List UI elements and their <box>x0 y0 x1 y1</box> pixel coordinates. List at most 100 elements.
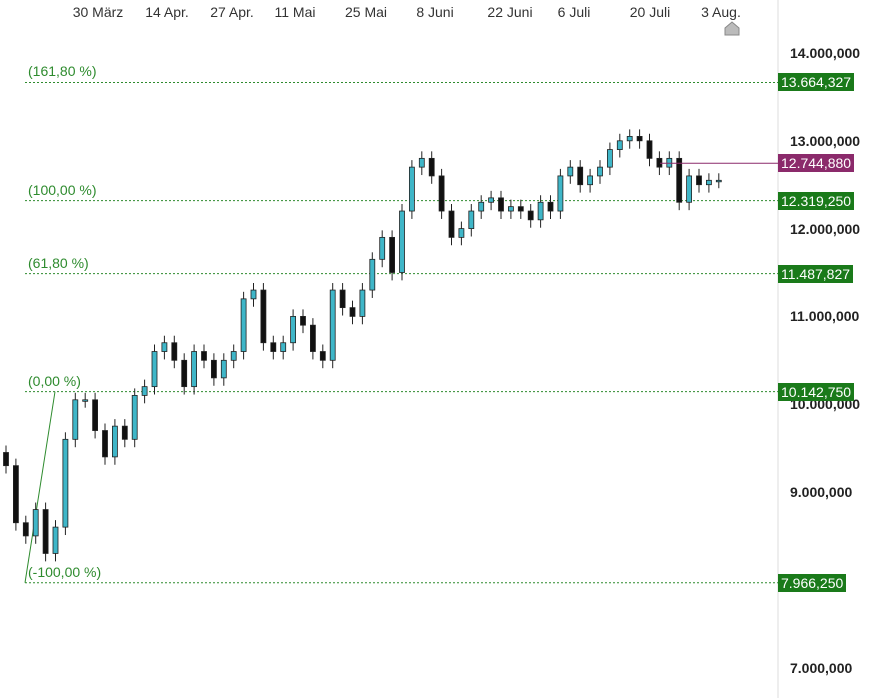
scroll-up-icon[interactable] <box>724 21 740 36</box>
candle-up <box>458 228 465 238</box>
fibonacci-lines <box>25 81 778 584</box>
candle-up <box>359 289 366 317</box>
candle-down <box>438 175 445 212</box>
candle-up <box>468 210 475 229</box>
x-tick-label: 14 Apr. <box>145 4 189 20</box>
candle-down <box>547 201 554 212</box>
candle-down <box>309 324 316 352</box>
fibonacci-trend-line <box>24 391 56 583</box>
candle-up <box>141 386 148 396</box>
candle-down <box>3 452 9 467</box>
candle-up <box>161 342 168 352</box>
fib-level-label: (-100,00 %) <box>28 563 102 580</box>
candle-up <box>220 359 227 379</box>
candle-up <box>250 289 257 300</box>
candle-up <box>537 201 544 221</box>
candle-down <box>696 175 702 186</box>
candle-down <box>517 206 524 212</box>
x-tick-label: 22 Juni <box>487 4 533 20</box>
fib-level-value-tag: 10.142,750 <box>778 382 855 401</box>
candle-up <box>408 166 415 212</box>
candle-down <box>676 157 683 203</box>
y-tick-label: 11.000,000 <box>790 308 860 325</box>
candle-down <box>339 289 346 309</box>
candle-up <box>240 298 247 352</box>
candle-up <box>112 425 118 458</box>
fib-anchor-line <box>24 391 56 583</box>
candle-up <box>379 236 386 260</box>
candle-down <box>319 351 326 361</box>
candle-down <box>121 425 128 440</box>
fib-level-label: (161,80 %) <box>28 63 97 80</box>
candle-down <box>201 351 207 361</box>
candle-up <box>587 175 593 186</box>
candle-up <box>616 140 623 150</box>
candle-up <box>52 526 59 554</box>
candle-up <box>478 201 485 212</box>
fib-level-value-tag: 7.966,250 <box>778 573 847 592</box>
candle-up <box>62 438 69 528</box>
candle-up <box>626 136 633 142</box>
candle-up <box>399 210 405 273</box>
candles <box>3 129 722 562</box>
candle-down <box>270 342 277 352</box>
candle-down <box>428 157 435 177</box>
candle-down <box>260 289 267 344</box>
candle-down <box>92 399 98 431</box>
fib-level-value-tag: 12.319,250 <box>778 191 855 210</box>
candle-down <box>171 342 178 361</box>
candle-up <box>32 509 39 537</box>
x-tick-label: 27 Apr. <box>210 4 254 20</box>
candle-up <box>488 197 495 203</box>
candle-down <box>527 210 534 221</box>
fib-level-value-tag: 13.664,327 <box>778 73 855 92</box>
candle-up <box>607 149 613 168</box>
candle-up <box>686 175 692 203</box>
candle-down <box>42 509 49 554</box>
x-tick-label: 25 Mai <box>344 4 388 20</box>
candle-up <box>230 351 237 361</box>
candle-down <box>448 210 455 238</box>
x-tick-label: 3 Aug. <box>701 4 741 20</box>
x-tick-label: 20 Juli <box>629 4 671 20</box>
fib-level-label: (61,80 %) <box>28 254 89 271</box>
candle-up <box>597 166 603 177</box>
candle-down <box>389 236 396 273</box>
candle-down <box>181 359 188 388</box>
y-tick-label: 7.000,000 <box>790 659 853 676</box>
candle-down <box>636 136 643 142</box>
candle-down <box>210 359 217 379</box>
x-tick-label: 6 Juli <box>557 4 591 20</box>
candle-up <box>191 351 198 388</box>
candle-up <box>72 399 79 440</box>
candle-down <box>577 166 584 186</box>
x-tick-label: 11 Mai <box>274 4 316 20</box>
candle-up <box>151 351 158 388</box>
candle-up <box>131 395 138 440</box>
candle-down <box>349 307 356 317</box>
x-tick-label: 30 März <box>72 4 124 20</box>
candle-down <box>646 140 653 159</box>
candle-down <box>12 465 19 524</box>
y-tick-label: 13.000,000 <box>790 132 861 149</box>
fib-level-label: (0,00 %) <box>28 372 81 389</box>
candle-up <box>82 399 89 402</box>
candle-up <box>418 157 425 168</box>
fib-level-value-tag: 11.487,827 <box>778 264 854 283</box>
candle-up <box>369 258 376 291</box>
x-tick-label: 8 Juni <box>416 4 454 20</box>
current-price-tag: 12.744,880 <box>778 154 855 173</box>
fib-level-label: (100,00 %) <box>28 181 97 198</box>
candle-up <box>567 166 574 177</box>
candle-down <box>300 315 306 326</box>
candle-up <box>280 342 287 352</box>
candle-down <box>22 522 29 537</box>
candle-up <box>290 315 297 344</box>
candle-up <box>706 179 712 186</box>
candle-down <box>102 430 108 458</box>
candle-up <box>715 179 722 183</box>
candle-up <box>557 175 564 212</box>
candle-up <box>329 289 336 361</box>
y-tick-label: 14.000,000 <box>790 45 861 61</box>
